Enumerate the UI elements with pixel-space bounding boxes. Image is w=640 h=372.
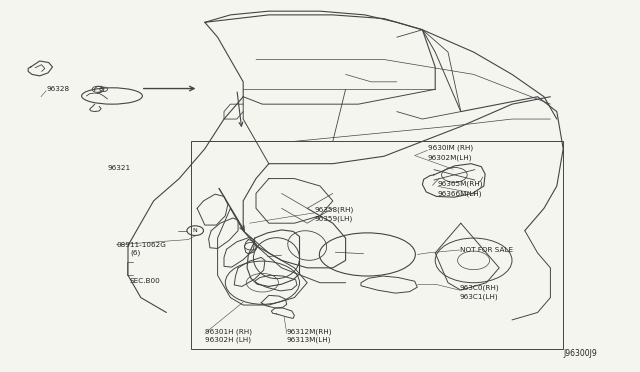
- Text: 96302H (LH): 96302H (LH): [205, 337, 251, 343]
- Text: (6): (6): [131, 250, 141, 256]
- Text: 9630lM (RH): 9630lM (RH): [428, 145, 473, 151]
- Text: 96313M(LH): 96313M(LH): [287, 337, 332, 343]
- Text: 96365M(RH): 96365M(RH): [438, 180, 483, 187]
- Text: 96302M(LH): 96302M(LH): [428, 154, 472, 161]
- Bar: [191, 141, 563, 349]
- Text: 96359(LH): 96359(LH): [315, 215, 353, 222]
- Text: 96321: 96321: [108, 165, 131, 171]
- Text: N: N: [193, 228, 198, 233]
- Text: NOT FOR SALE: NOT FOR SALE: [460, 247, 513, 253]
- Text: 96301H (RH): 96301H (RH): [205, 328, 252, 335]
- Text: 96366M(LH): 96366M(LH): [438, 190, 483, 197]
- Text: 96312M(RH): 96312M(RH): [287, 328, 332, 335]
- Text: 963C0(RH): 963C0(RH): [460, 285, 499, 291]
- Text: 96358(RH): 96358(RH): [315, 206, 354, 213]
- Text: SEC.B00: SEC.B00: [129, 278, 160, 284]
- Text: 963C1(LH): 963C1(LH): [460, 294, 498, 300]
- Text: 96328: 96328: [46, 86, 69, 92]
- Text: J96300J9: J96300J9: [563, 349, 597, 358]
- Text: 08911-1062G: 08911-1062G: [116, 242, 166, 248]
